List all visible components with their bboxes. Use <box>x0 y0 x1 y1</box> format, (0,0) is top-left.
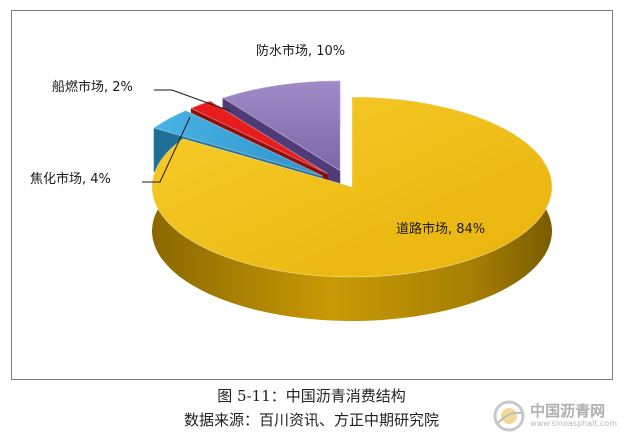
watermark-emblem-icon <box>493 400 525 432</box>
label-waterproof: 防水市场, 10% <box>256 43 345 59</box>
leader-line <box>142 116 191 183</box>
label-road: 道路市场, 84% <box>396 221 485 237</box>
watermark-url: www.sinoasphalt.com <box>530 418 617 428</box>
label-fuel: 船燃市场, 2% <box>52 79 133 95</box>
leader-line <box>154 89 231 112</box>
figure-caption: 图 5-11：中国沥青消费结构 <box>217 387 406 405</box>
slice-road <box>151 96 553 321</box>
watermark-logo: 中国沥青网 www.sinoasphalt.com <box>492 396 617 436</box>
chart-frame: 道路市场, 84% 焦化市场, 4% 船燃市场, 2% 防水市场, 10% <box>11 10 613 380</box>
data-source-caption: 数据来源：百川资讯、方正中期研究院 <box>183 411 439 429</box>
watermark-text: 中国沥青网 <box>530 401 606 420</box>
label-coking: 焦化市场, 4% <box>30 171 111 187</box>
pie-chart: 道路市场, 84% 焦化市场, 4% 船燃市场, 2% 防水市场, 10% <box>30 43 553 321</box>
